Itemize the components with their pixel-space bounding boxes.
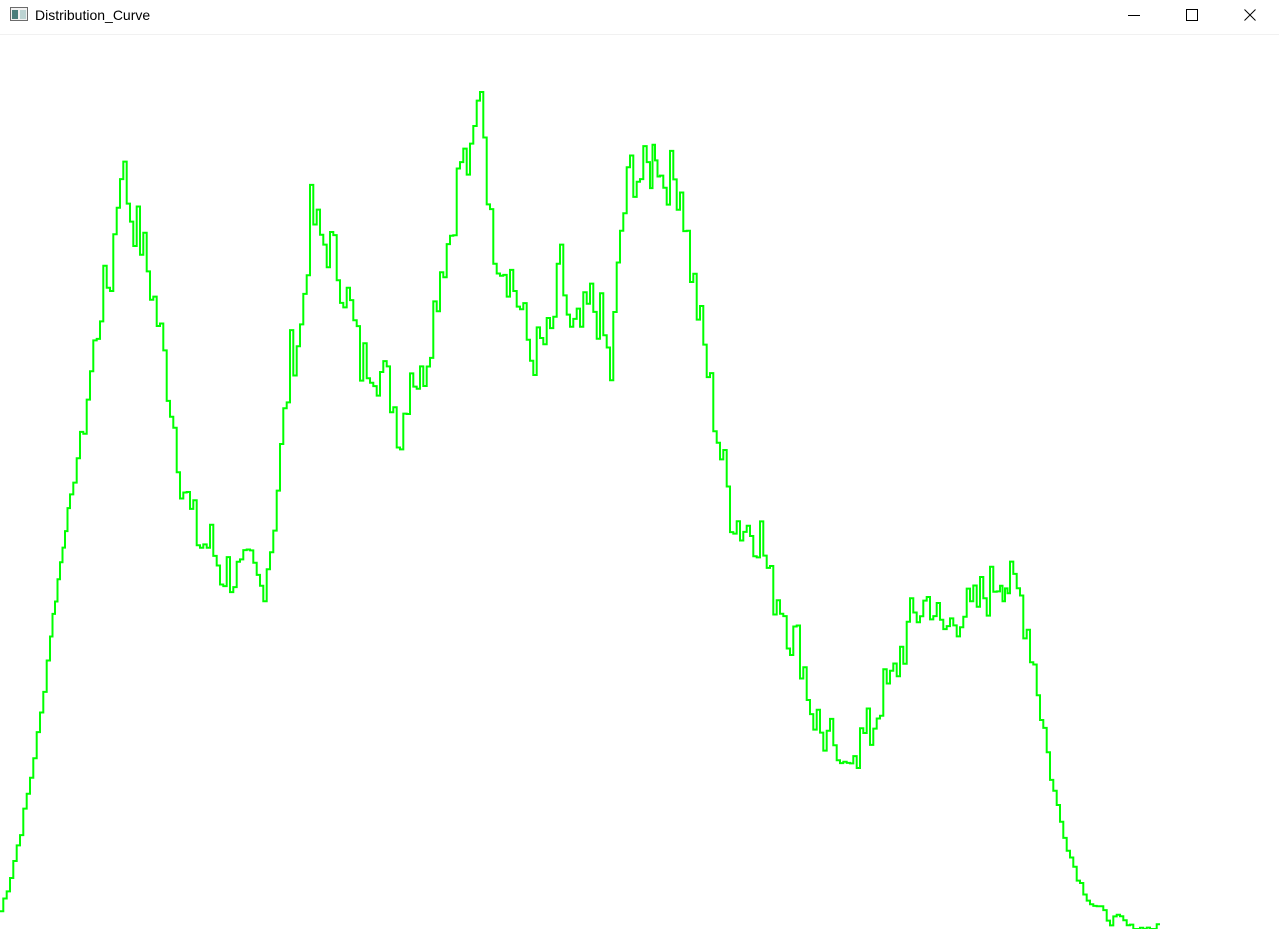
minimize-icon bbox=[1128, 15, 1140, 16]
maximize-button[interactable] bbox=[1163, 0, 1221, 30]
maximize-icon bbox=[1186, 9, 1198, 21]
title-bar[interactable]: Distribution_Curve bbox=[0, 0, 1279, 30]
minimize-button[interactable] bbox=[1105, 0, 1163, 30]
window-title: Distribution_Curve bbox=[35, 7, 151, 23]
close-icon bbox=[1244, 9, 1256, 21]
app-window-icon bbox=[10, 7, 28, 21]
distribution-curve-line bbox=[0, 91, 1160, 929]
close-button[interactable] bbox=[1221, 0, 1279, 30]
content-divider bbox=[0, 34, 1279, 35]
